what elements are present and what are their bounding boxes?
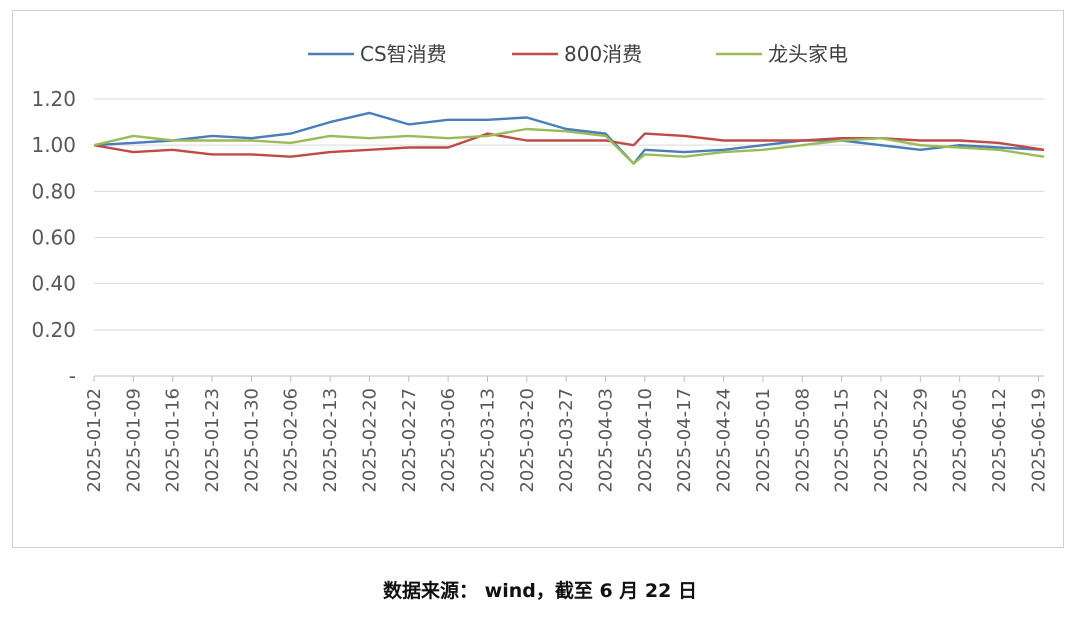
x-tick-label: 2025-01-23 [202,388,223,493]
line-chart: - 0.20 0.40 0.60 0.80 1.00 1.20 2025-01-02 2025-… [31,42,1049,493]
y-tick-label: 1.00 [31,133,76,157]
x-tick-label: 2025-03-20 [517,388,538,493]
series-line [93,127,1045,165]
x-tick-label: 2025-05-15 [832,388,853,493]
x-tick-label: 2025-02-20 [359,388,380,493]
x-tick-label: 2025-05-29 [910,388,931,493]
x-tick-label: 2025-03-27 [556,388,577,493]
x-tick-label: 2025-01-30 [241,388,262,493]
x-tick-label: 2025-06-19 [1028,388,1049,493]
x-tick-label: 2025-02-06 [281,388,302,493]
y-tick-label: 0.40 [31,272,76,296]
x-tick-label: 2025-01-09 [123,388,144,493]
series-line [93,111,1045,165]
x-tick-label: 2025-06-05 [950,388,971,493]
legend-label: 800消费 [564,42,642,66]
source-caption: 数据来源： wind，截至 6 月 22 日 [383,580,697,602]
y-tick-label: 0.60 [31,226,76,250]
x-tick-label: 2025-04-03 [596,388,617,493]
x-tick-label: 2025-05-22 [871,388,892,493]
chart-frame: - 0.20 0.40 0.60 0.80 1.00 1.20 2025-01-02 2025-… [12,10,1064,548]
y-tick-label: - [69,364,76,388]
x-tick-label: 2025-05-08 [792,388,813,493]
x-tick-label: 2025-02-27 [399,388,420,493]
x-tick-label: 2025-04-17 [674,388,695,493]
x-tick-label: 2025-04-10 [635,388,656,493]
x-tick-label: 2025-05-01 [753,388,774,493]
x-tick-label: 2025-01-16 [163,388,184,493]
x-tick-label: 2025-03-13 [477,388,498,493]
x-tick-label: 2025-04-24 [714,388,735,493]
y-tick-label: 1.20 [31,87,76,111]
x-tick-label: 2025-03-06 [438,388,459,493]
y-tick-label: 0.80 [31,179,76,203]
x-tick-label: 2025-06-12 [989,388,1010,493]
x-tick-label: 2025-02-13 [320,388,341,493]
legend-label: 龙头家电 [768,42,848,66]
x-tick-label: 2025-01-02 [84,388,105,493]
y-tick-label: 0.20 [31,318,76,342]
legend-label: CS智消费 [360,42,447,66]
